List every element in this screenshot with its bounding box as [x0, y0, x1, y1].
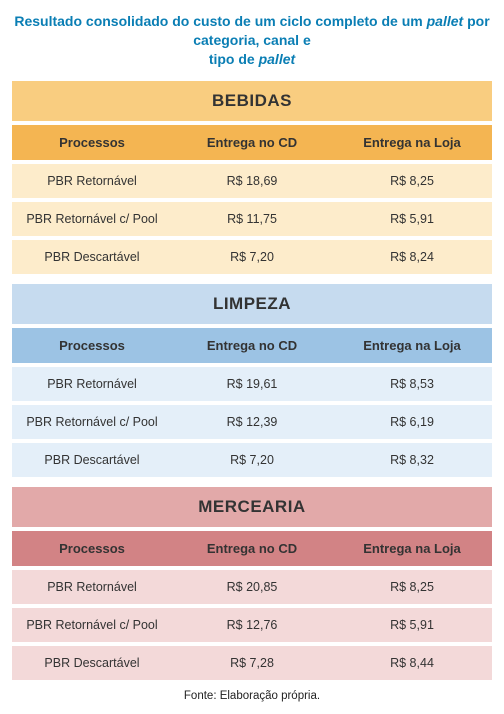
- table-row: PBR RetornávelR$ 20,85R$ 8,25: [12, 570, 492, 604]
- row-value-cd: R$ 18,69: [172, 164, 332, 198]
- row-value-cd: R$ 12,39: [172, 405, 332, 439]
- row-label: PBR Descartável: [12, 443, 172, 477]
- col-header-processos: Processos: [12, 328, 172, 363]
- column-headers: ProcessosEntrega no CDEntrega na Loja: [12, 531, 492, 566]
- source-text: Fonte: Elaboração própria.: [12, 690, 492, 702]
- col-header-cd: Entrega no CD: [172, 531, 332, 566]
- column-headers: ProcessosEntrega no CDEntrega na Loja: [12, 125, 492, 160]
- row-value-loja: R$ 5,91: [332, 202, 492, 236]
- col-header-processos: Processos: [12, 125, 172, 160]
- col-header-cd: Entrega no CD: [172, 125, 332, 160]
- row-value-loja: R$ 8,53: [332, 367, 492, 401]
- page-title: Resultado consolidado do custo de um cic…: [12, 12, 492, 69]
- table-row: PBR RetornávelR$ 18,69R$ 8,25: [12, 164, 492, 198]
- row-label: PBR Descartável: [12, 646, 172, 680]
- table-row: PBR Retornável c/ PoolR$ 12,39R$ 6,19: [12, 405, 492, 439]
- table-row: PBR Retornável c/ PoolR$ 12,76R$ 5,91: [12, 608, 492, 642]
- row-label: PBR Retornável c/ Pool: [12, 202, 172, 236]
- table-row: PBR DescartávelR$ 7,28R$ 8,44: [12, 646, 492, 680]
- title-italic-1: pallet: [427, 13, 464, 29]
- category-section: BEBIDAS ProcessosEntrega no CDEntrega na …: [12, 81, 492, 274]
- row-value-cd: R$ 19,61: [172, 367, 332, 401]
- row-label: PBR Retornável: [12, 367, 172, 401]
- row-label: PBR Retornável: [12, 570, 172, 604]
- row-value-cd: R$ 12,76: [172, 608, 332, 642]
- row-label: PBR Retornável: [12, 164, 172, 198]
- row-value-loja: R$ 8,32: [332, 443, 492, 477]
- category-header: BEBIDAS: [12, 81, 492, 121]
- col-header-cd: Entrega no CD: [172, 328, 332, 363]
- table-row: PBR Retornável c/ PoolR$ 11,75R$ 5,91: [12, 202, 492, 236]
- row-value-loja: R$ 8,25: [332, 570, 492, 604]
- title-text-1: Resultado consolidado do custo de um cic…: [14, 13, 426, 29]
- category-header: MERCEARIA: [12, 487, 492, 527]
- category-section: LIMPEZA ProcessosEntrega no CDEntrega na …: [12, 284, 492, 477]
- table-row: PBR RetornávelR$ 19,61R$ 8,53: [12, 367, 492, 401]
- row-value-loja: R$ 8,25: [332, 164, 492, 198]
- row-value-loja: R$ 8,24: [332, 240, 492, 274]
- col-header-processos: Processos: [12, 531, 172, 566]
- title-italic-2: pallet: [259, 51, 296, 67]
- row-value-cd: R$ 7,20: [172, 240, 332, 274]
- column-headers: ProcessosEntrega no CDEntrega na Loja: [12, 328, 492, 363]
- row-label: PBR Retornável c/ Pool: [12, 608, 172, 642]
- row-value-cd: R$ 20,85: [172, 570, 332, 604]
- col-header-loja: Entrega na Loja: [332, 531, 492, 566]
- row-value-loja: R$ 5,91: [332, 608, 492, 642]
- row-label: PBR Retornável c/ Pool: [12, 405, 172, 439]
- table-row: PBR DescartávelR$ 7,20R$ 8,24: [12, 240, 492, 274]
- col-header-loja: Entrega na Loja: [332, 125, 492, 160]
- category-header: LIMPEZA: [12, 284, 492, 324]
- col-header-loja: Entrega na Loja: [332, 328, 492, 363]
- row-value-cd: R$ 7,28: [172, 646, 332, 680]
- category-section: MERCEARIA ProcessosEntrega no CDEntrega n…: [12, 487, 492, 680]
- row-value-cd: R$ 11,75: [172, 202, 332, 236]
- row-value-loja: R$ 6,19: [332, 405, 492, 439]
- row-label: PBR Descartável: [12, 240, 172, 274]
- title-text-2: tipo de: [209, 51, 259, 67]
- row-value-cd: R$ 7,20: [172, 443, 332, 477]
- row-value-loja: R$ 8,44: [332, 646, 492, 680]
- table-row: PBR DescartávelR$ 7,20R$ 8,32: [12, 443, 492, 477]
